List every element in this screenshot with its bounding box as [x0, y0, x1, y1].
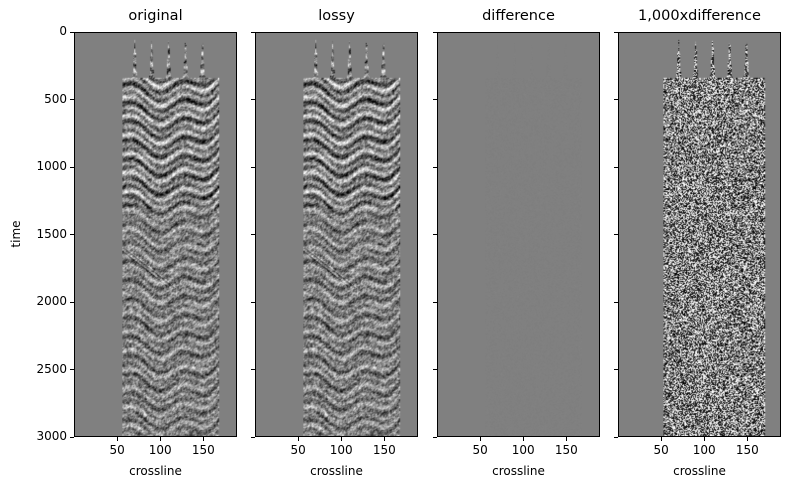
- x-tick: [660, 437, 662, 441]
- y-tick-label: 1000: [36, 159, 67, 173]
- x-tick: [746, 437, 748, 441]
- x-tick: [522, 437, 524, 441]
- y-tick-label: 2500: [36, 361, 67, 376]
- y-tick-label: 3000: [36, 429, 67, 443]
- y-tick: [70, 301, 74, 303]
- panel-title: 1,000xdifference: [638, 8, 761, 24]
- y-tick: [614, 31, 618, 33]
- y-tick: [70, 166, 74, 168]
- axes-panel-difference: [437, 32, 600, 437]
- axes-panel-1,000xdifference: [618, 32, 781, 437]
- x-tick-label: 50: [472, 443, 488, 457]
- y-tick: [251, 369, 255, 370]
- y-tick: [433, 166, 437, 168]
- y-tick: [433, 99, 437, 100]
- x-tick-label: 50: [290, 443, 306, 457]
- x-tick: [703, 437, 705, 441]
- panel-title: original: [128, 8, 183, 24]
- x-tick-label: 150: [735, 443, 759, 457]
- y-tick: [251, 301, 255, 303]
- y-tick: [433, 234, 437, 235]
- y-tick: [433, 31, 437, 33]
- y-tick: [433, 436, 437, 438]
- y-tick: [70, 436, 74, 438]
- x-tick-label: 100: [148, 443, 172, 457]
- seismic-image: [256, 33, 417, 436]
- y-tick: [251, 166, 255, 168]
- x-tick: [116, 437, 118, 441]
- x-tick: [297, 437, 299, 441]
- y-tick: [614, 301, 618, 303]
- y-tick: [251, 31, 255, 33]
- panel-title: lossy: [318, 8, 355, 24]
- y-tick: [70, 31, 74, 33]
- x-axis-label: crossline: [492, 464, 545, 478]
- x-tick-label: 150: [554, 443, 578, 457]
- x-tick: [202, 437, 204, 441]
- seismic-image: [438, 33, 599, 436]
- axes-panel-lossy: [255, 32, 418, 437]
- y-tick: [70, 234, 74, 235]
- panel-title: difference: [482, 8, 555, 24]
- y-axis-label: time: [9, 220, 23, 248]
- x-axis-label: crossline: [129, 464, 182, 478]
- x-tick-label: 50: [109, 443, 125, 457]
- y-tick-label: 2000: [36, 294, 67, 308]
- x-tick: [565, 437, 567, 441]
- x-tick: [383, 437, 385, 441]
- y-tick: [614, 436, 618, 438]
- y-tick-label: 500: [44, 91, 67, 106]
- x-tick-label: 150: [372, 443, 396, 457]
- y-tick-label: 0: [59, 24, 67, 38]
- y-tick: [70, 369, 74, 370]
- y-tick: [614, 234, 618, 235]
- x-tick: [479, 437, 481, 441]
- y-tick: [614, 166, 618, 168]
- seismic-image: [75, 33, 236, 436]
- x-tick-label: 50: [653, 443, 669, 457]
- y-tick: [614, 99, 618, 100]
- x-tick-label: 100: [692, 443, 716, 457]
- y-tick: [70, 99, 74, 100]
- y-tick: [614, 369, 618, 370]
- x-tick: [340, 437, 342, 441]
- axes-panel-original: [74, 32, 237, 437]
- y-tick-label: 1500: [36, 226, 67, 241]
- x-tick: [159, 437, 161, 441]
- y-tick: [251, 234, 255, 235]
- y-tick: [433, 301, 437, 303]
- x-axis-label: crossline: [673, 464, 726, 478]
- x-tick-label: 100: [511, 443, 535, 457]
- x-tick-label: 100: [329, 443, 353, 457]
- y-tick: [433, 369, 437, 370]
- x-tick-label: 150: [191, 443, 215, 457]
- y-tick: [251, 99, 255, 100]
- x-axis-label: crossline: [310, 464, 363, 478]
- seismic-image: [619, 33, 780, 436]
- y-tick: [251, 436, 255, 438]
